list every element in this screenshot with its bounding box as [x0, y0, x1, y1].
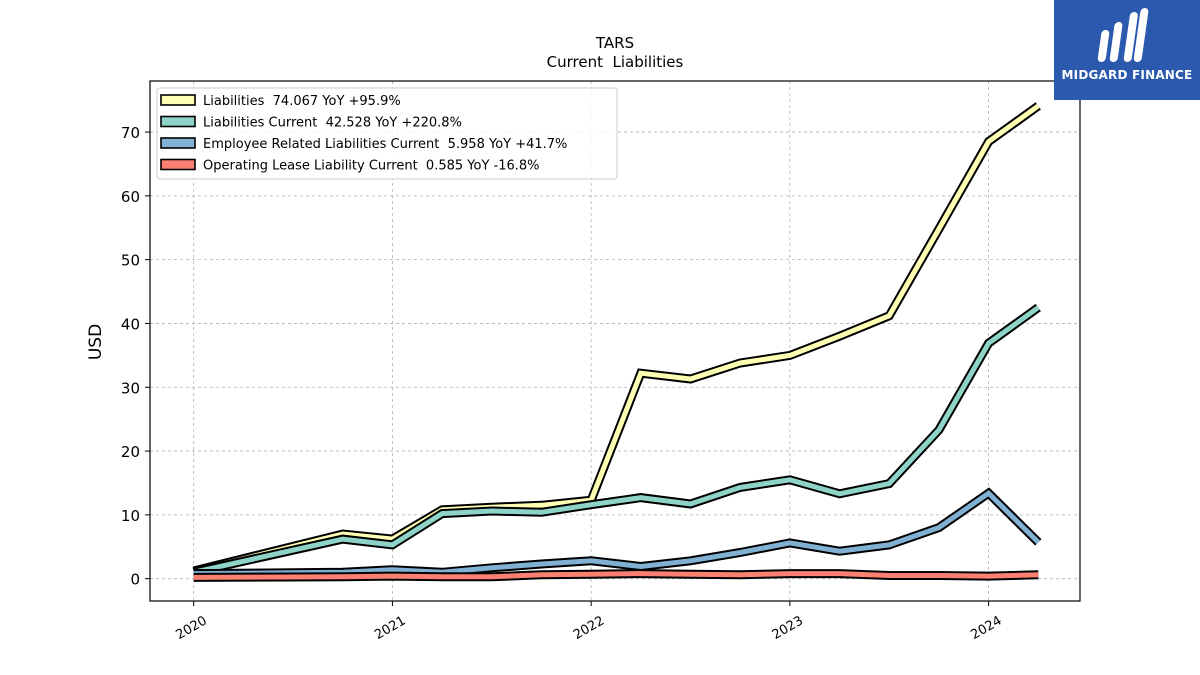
- y-tick-label: 10: [121, 507, 140, 525]
- plot-area: 0 10 20 30 40 50 60 70 2020 2021 2022 2023 2024 Liabi…: [121, 80, 1081, 643]
- x-tick-label: 2022: [571, 613, 607, 643]
- plot-frame: [149, 80, 1081, 602]
- legend-entry: Liabilities 74.067 YoY +95.9%: [203, 94, 401, 109]
- chart-subtitle: Current Liabilities: [547, 53, 684, 71]
- legend-entry: Operating Lease Liability Current 0.585 …: [203, 159, 540, 174]
- y-tick-label: 0: [130, 571, 140, 589]
- legend-swatch: [160, 94, 196, 106]
- y-tick-label: 60: [121, 188, 140, 206]
- legend-box: [156, 87, 618, 180]
- series-line: [193, 489, 1041, 577]
- midgard-logo-icon: [1097, 8, 1149, 62]
- logo-text: MIDGARD FINANCE: [1061, 68, 1193, 82]
- y-tick-label: 30: [121, 379, 140, 397]
- x-tick-label: 2020: [174, 613, 210, 643]
- y-tick-label: 50: [121, 252, 140, 270]
- x-tick-label: 2021: [372, 613, 408, 643]
- chart-title: TARS: [595, 34, 634, 52]
- series-line: [193, 571, 1039, 580]
- midgard-finance-logo: MIDGARD FINANCE: [1054, 0, 1200, 100]
- y-tick-label: 20: [121, 443, 140, 461]
- legend-swatch: [160, 137, 196, 149]
- x-tick-label: 2023: [770, 613, 806, 643]
- x-tick-label: 2024: [968, 613, 1004, 643]
- legend-entry: Liabilities Current 42.528 YoY +220.8%: [203, 116, 462, 131]
- legend-entry: Employee Related Liabilities Current 5.9…: [203, 137, 567, 152]
- legend-swatch: [160, 115, 196, 128]
- legend-swatch: [160, 158, 196, 171]
- y-axis-label: USD: [86, 324, 106, 360]
- series-line: [193, 305, 1040, 575]
- y-tick-label: 40: [121, 315, 140, 333]
- y-tick-label: 70: [121, 124, 140, 142]
